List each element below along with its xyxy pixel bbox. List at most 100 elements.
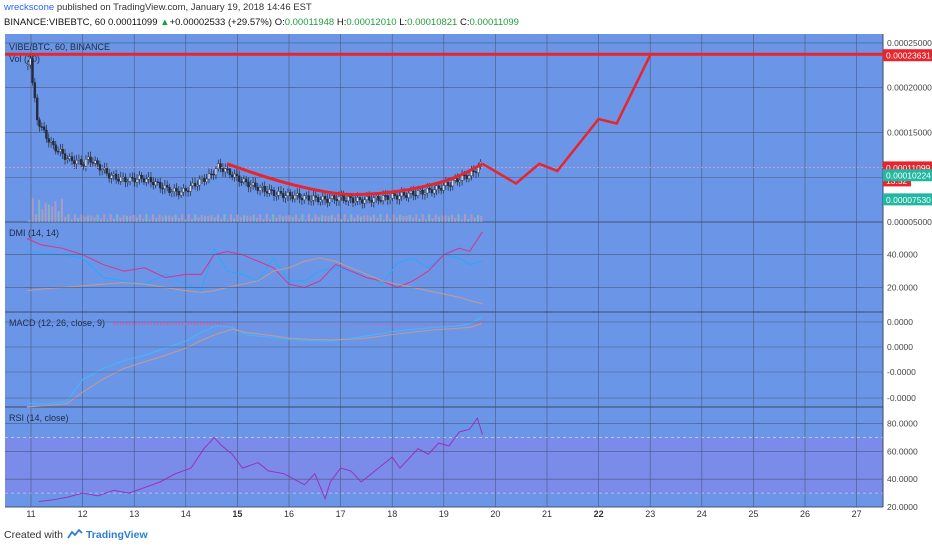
price-label-text: 0.00010224 [886, 171, 931, 181]
volume-bar [447, 216, 450, 222]
volume-bar [38, 199, 41, 222]
macd-histogram-bar [386, 324, 388, 326]
volume-bar [333, 217, 336, 222]
volume-bar [64, 216, 67, 222]
volume-bar [236, 214, 239, 222]
volume-bar [171, 216, 174, 222]
volume-bar [317, 217, 320, 222]
candle-body [149, 177, 153, 183]
candle-body [47, 138, 50, 143]
candle-body [328, 198, 331, 203]
volume-bar [239, 216, 242, 222]
volume-bar [194, 214, 197, 222]
volume-title: Vol (20) [9, 54, 40, 64]
candle-body [186, 190, 190, 193]
low-label: L: [399, 17, 408, 28]
candle-body [31, 58, 34, 83]
volume-bar [320, 215, 323, 222]
published-text: published on TradingView.com, January 19… [56, 2, 312, 13]
macd-histogram-bar [398, 323, 400, 326]
volume-bar [155, 218, 158, 222]
candle-body [228, 168, 232, 176]
candle-body [49, 141, 53, 143]
candle-body [381, 195, 385, 201]
macd-histogram-bar [376, 324, 379, 326]
macd-histogram-bar [305, 325, 307, 326]
volume-bar [275, 217, 278, 222]
macd-histogram-bar [423, 324, 425, 326]
candle-body [165, 185, 169, 188]
candle-body [82, 164, 85, 167]
macd-histogram-bar [255, 325, 258, 326]
volume-bar [229, 214, 232, 222]
candle-body [205, 178, 208, 182]
candle-body [161, 187, 164, 190]
candle-body [321, 196, 324, 201]
price-label-tag [883, 49, 932, 62]
candle-body [335, 198, 338, 201]
volume-bar [330, 214, 333, 222]
candle-body [386, 195, 389, 200]
candle-body [326, 199, 329, 203]
volume-bar [223, 214, 226, 222]
macd-histogram-bar [283, 325, 286, 326]
volume-bar [343, 214, 346, 222]
volume-bar [119, 217, 122, 222]
macd-histogram-bar [163, 322, 165, 326]
volume-bar [415, 214, 418, 222]
volume-bar [311, 218, 314, 222]
candle-body [456, 178, 459, 183]
volume-bar [386, 214, 389, 222]
candle-body [354, 201, 357, 203]
candle-body [40, 126, 44, 128]
volume-bar [294, 214, 297, 222]
candle-body [42, 126, 46, 131]
macd-histogram-bar [147, 322, 150, 326]
macd-histogram-bar [215, 321, 218, 326]
volume-bar [168, 215, 171, 222]
candle-body [131, 176, 134, 179]
candle-body [435, 185, 438, 191]
adx-line [26, 257, 483, 305]
author-link[interactable]: wreckscone [4, 2, 55, 13]
candle-body [319, 199, 322, 203]
macd-tick-label: -0.0000 [887, 393, 916, 403]
time-tick-label: 23 [645, 509, 655, 519]
candle-body [300, 197, 304, 201]
macd-histogram-bar [361, 324, 363, 326]
candle-body [110, 175, 113, 179]
macd-histogram-bar [218, 322, 221, 326]
volume-bar [412, 217, 415, 222]
macd-histogram-bar [190, 322, 193, 326]
volume-bar [249, 216, 252, 222]
macd-histogram-bar [420, 324, 422, 326]
macd-histogram-bar [481, 322, 484, 326]
tradingview-brand[interactable]: TradingView [85, 529, 148, 541]
candle-body [61, 148, 64, 154]
macd-histogram-bar [234, 324, 236, 326]
price-tick-label: 0.00015000 [887, 127, 932, 137]
volume-bar [301, 214, 304, 222]
indicator-title: RSI (14, close) [9, 413, 69, 423]
candle-body [189, 185, 192, 192]
volume-bar [142, 218, 145, 222]
candle-body [217, 163, 220, 169]
candle-body [94, 160, 97, 164]
candle-body [351, 197, 355, 203]
macd-histogram-bar [200, 322, 202, 326]
macd-histogram-bar [379, 324, 382, 326]
rsi-tick-label: 60.0000 [887, 446, 918, 456]
candle-body [289, 192, 292, 196]
candle-body [323, 196, 327, 200]
volume-bar [278, 214, 281, 222]
volume-bar [457, 214, 460, 222]
macd-histogram-bar [119, 321, 122, 326]
volume-bar [304, 219, 307, 222]
time-tick-label: 18 [387, 509, 397, 519]
volume-bar [220, 218, 223, 222]
volume-bar [324, 215, 327, 222]
volume-bar [44, 202, 47, 222]
macd-histogram-bar [172, 322, 174, 326]
candle-body [177, 191, 181, 196]
